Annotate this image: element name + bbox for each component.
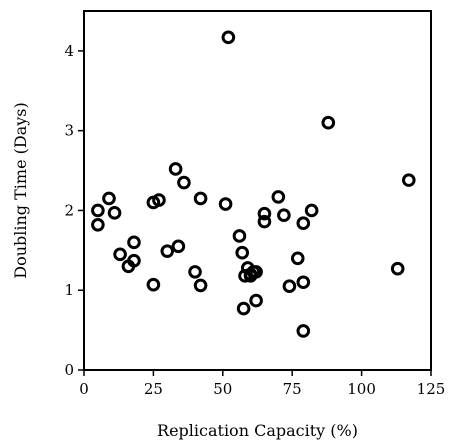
data-point <box>146 277 161 292</box>
x-tick-label: 50 <box>213 380 232 398</box>
x-axis-title: Replication Capacity (%) <box>157 421 358 440</box>
data-point <box>401 173 416 187</box>
data-point <box>168 162 183 176</box>
data-point <box>102 191 116 206</box>
data-point <box>249 293 263 308</box>
data-points <box>91 30 416 338</box>
data-point <box>296 216 311 231</box>
data-point <box>235 245 250 260</box>
x-tick-label: 125 <box>417 380 446 398</box>
y-tick-label: 1 <box>64 281 74 299</box>
data-point <box>160 244 175 258</box>
data-point <box>107 206 122 220</box>
y-tick-label: 3 <box>64 122 74 140</box>
axes: 0 25 50 75 100 125 0 1 2 3 4 <box>64 10 446 398</box>
data-point <box>221 30 236 45</box>
data-point <box>390 261 405 276</box>
data-point <box>177 175 191 190</box>
data-point <box>304 203 319 218</box>
x-tick-label: 100 <box>347 380 376 398</box>
y-tick-label: 0 <box>64 361 74 379</box>
data-point <box>218 197 233 211</box>
y-tick-label: 4 <box>64 42 74 60</box>
data-point <box>193 191 208 206</box>
axis-labels: Replication Capacity (%) Doubling Time (… <box>11 102 358 440</box>
data-point <box>188 265 202 279</box>
data-point <box>113 247 127 262</box>
data-point <box>236 301 251 316</box>
data-point <box>91 203 105 218</box>
data-point <box>321 115 336 130</box>
data-point <box>282 279 297 294</box>
data-point <box>232 229 247 243</box>
data-point <box>290 251 305 266</box>
x-tick-label: 75 <box>283 380 302 398</box>
y-tick-label: 2 <box>64 201 74 219</box>
data-point <box>171 239 186 254</box>
data-point <box>296 324 311 338</box>
data-point <box>127 253 141 268</box>
data-point <box>296 275 311 290</box>
x-tick-label: 25 <box>144 380 163 398</box>
x-tick-label: 0 <box>79 380 89 398</box>
data-point <box>193 278 208 293</box>
y-axis-title: Doubling Time (Days) <box>11 102 30 279</box>
data-point <box>91 218 105 232</box>
data-point <box>271 190 286 204</box>
data-point <box>249 265 263 279</box>
data-point <box>127 235 141 250</box>
plot-frame <box>83 10 432 371</box>
data-point <box>277 208 291 223</box>
data-point <box>257 214 272 229</box>
data-point <box>152 193 166 207</box>
data-point <box>257 206 272 221</box>
